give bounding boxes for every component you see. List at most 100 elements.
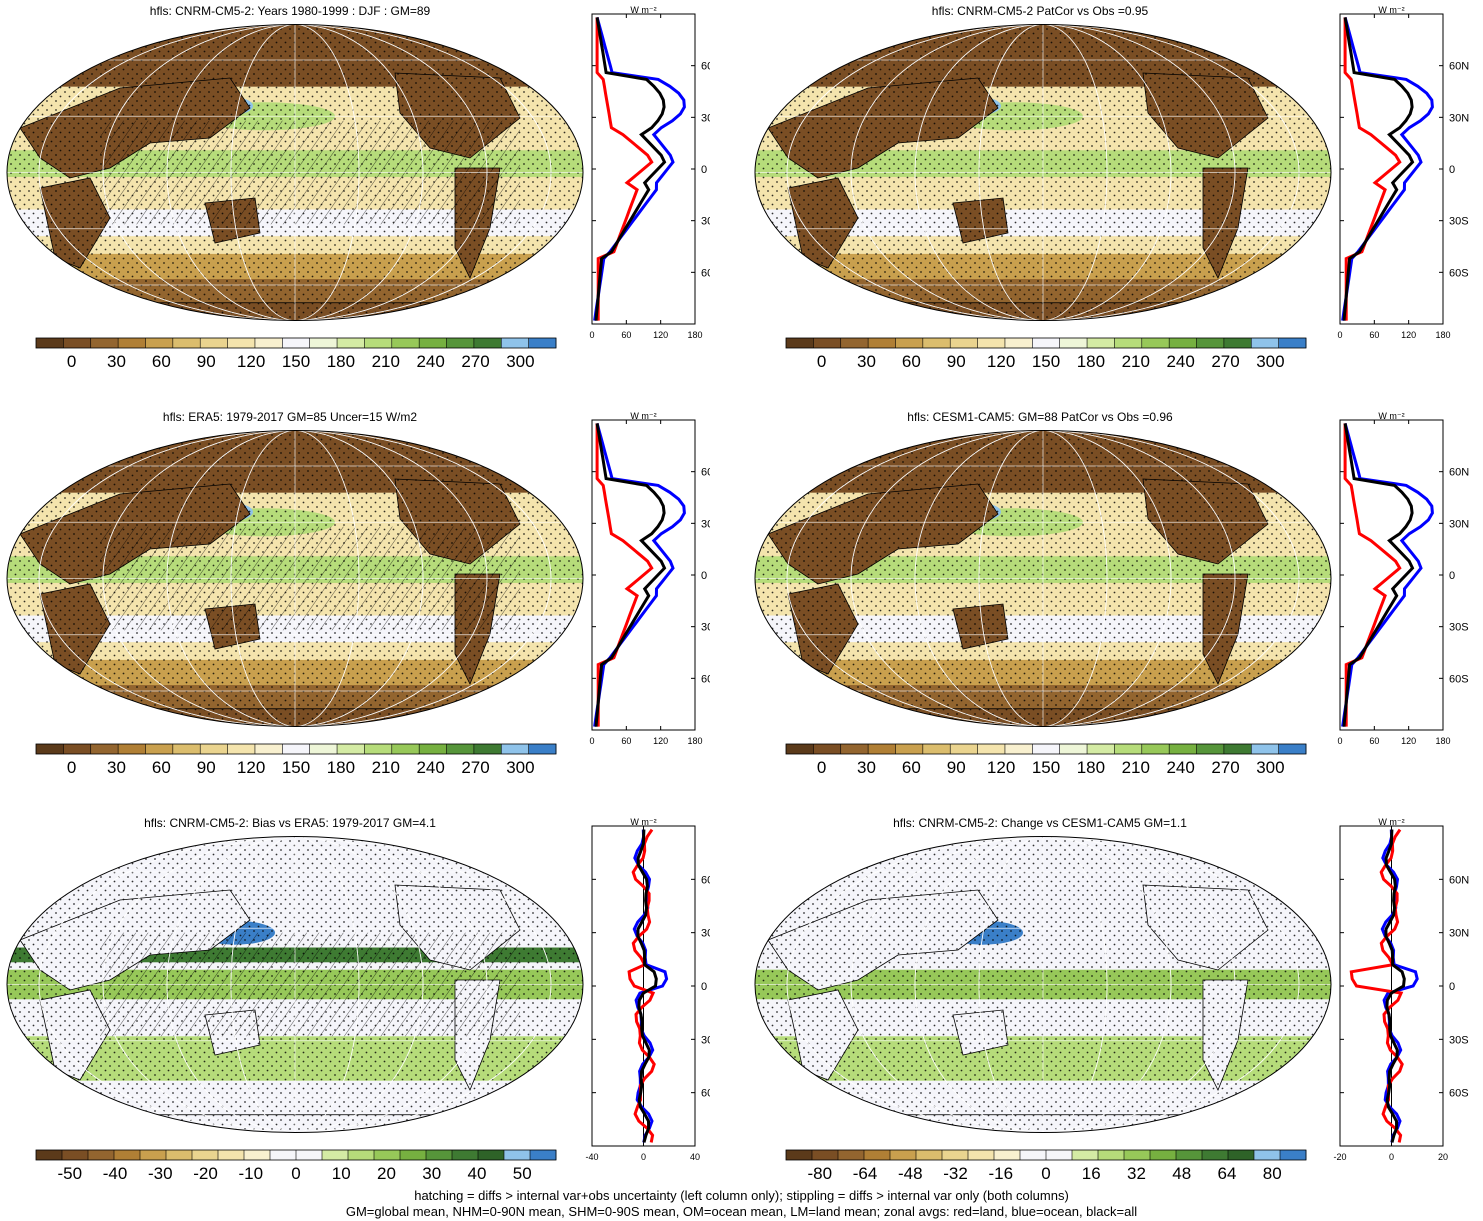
world-map-cesm1	[754, 430, 1332, 727]
zonal-lat-label: 30S	[1449, 1034, 1469, 1046]
colorbar-swatch	[1032, 744, 1061, 754]
colorbar-swatch	[254, 744, 283, 754]
colorbar-label: 240	[1166, 758, 1194, 777]
colorbar-swatch	[62, 1150, 89, 1160]
colorbar-swatch	[977, 338, 1006, 348]
zonal-lat-label: 60N	[701, 467, 710, 479]
colorbar-swatch	[813, 338, 842, 348]
colorbar-label: 10	[332, 1164, 351, 1183]
zonal-x-tick: 120	[653, 330, 668, 340]
colorbar-swatch	[1020, 1150, 1047, 1160]
zonal-x-tick: 60	[621, 736, 631, 746]
colorbar-swatch	[1141, 338, 1170, 348]
colorbar-swatch	[786, 338, 814, 348]
zonal-x-tick: 0	[1337, 736, 1342, 746]
colorbar-label: 270	[1211, 758, 1239, 777]
colorbar-label: 120	[237, 758, 265, 777]
zonal-ocean-line	[1341, 17, 1434, 321]
colorbar-swatch	[473, 744, 502, 754]
colorbar-swatch	[1004, 338, 1033, 348]
colorbar-swatch	[145, 744, 174, 754]
world-map-cnrm-mean	[6, 24, 584, 321]
zonal-lat-label: 30N	[701, 928, 710, 940]
panel-title-5: hfls: CNRM-CM5-2: Bias vs ERA5: 1979-201…	[144, 816, 436, 830]
colorbar-label: 20	[377, 1164, 396, 1183]
colorbar-swatch	[864, 1150, 891, 1160]
colorbar-swatch	[1141, 744, 1170, 754]
colorbar-label: 120	[237, 352, 265, 371]
zonal-lat-label: 60S	[1449, 673, 1469, 685]
zonal-mean-plot-5: W m⁻² 60N 30N 0 30S 60S -40 0 40	[585, 817, 710, 1162]
colorbar-swatch	[1223, 744, 1252, 754]
colorbar-swatch	[348, 1150, 375, 1160]
colorbar-label: -40	[103, 1164, 128, 1183]
colorbar-swatch	[1196, 744, 1225, 754]
colorbar-swatch	[36, 1150, 63, 1160]
colorbar-label: 180	[327, 352, 355, 371]
colorbar-label: 210	[1122, 758, 1150, 777]
colorbar-swatch	[452, 1150, 479, 1160]
colorbar-swatch	[145, 338, 174, 348]
colorbar-label: 150	[282, 352, 310, 371]
colorbar-swatch	[838, 1150, 865, 1160]
zonal-lat-label: 60S	[1449, 267, 1469, 279]
zonal-x-tick: 40	[690, 1152, 700, 1162]
zonal-lat-label: 60N	[1449, 874, 1469, 886]
colorbar-swatch	[254, 338, 283, 348]
colorbar-swatch	[786, 744, 814, 754]
colorbar-swatch	[364, 338, 393, 348]
colorbar-swatch	[478, 1150, 505, 1160]
zonal-x-tick: 0	[641, 1152, 646, 1162]
zonal-x-tick: 0	[1337, 330, 1342, 340]
panel-title-3: hfls: ERA5: 1979-2017 GM=85 Uncer=15 W/m…	[162, 410, 418, 424]
colorbar-swatch	[1254, 1150, 1281, 1160]
zonal-lat-label: 0	[1449, 981, 1455, 993]
colorbar-swatch	[1087, 744, 1115, 754]
colorbar-swatch	[391, 338, 420, 348]
zonal-lat-label: 30S	[701, 1034, 710, 1046]
zonal-x-tick: -40	[585, 1152, 598, 1162]
colorbar-label: 60	[902, 758, 921, 777]
colorbar-swatch	[36, 744, 64, 754]
colorbar-label: 150	[1032, 758, 1060, 777]
zonal-x-tick: 120	[653, 736, 668, 746]
colorbar-label: 30	[422, 1164, 441, 1183]
zonal-lat-label: 30S	[701, 622, 710, 634]
colorbar-swatch	[922, 744, 951, 754]
zonal-x-tick: 180	[1435, 330, 1450, 340]
colorbar-label: 300	[506, 352, 534, 371]
colorbar-swatch	[528, 744, 557, 754]
colorbar-swatch	[1223, 338, 1252, 348]
colorbar-swatch	[994, 1150, 1021, 1160]
colorbar-label: 60	[152, 352, 171, 371]
zonal-unit-label: W m⁻²	[630, 5, 656, 15]
colorbar-label: 0	[817, 352, 826, 371]
colorbar-swatch	[172, 338, 201, 348]
colorbar-mean-1: 0 30 60 90 120 150 180 210 240 270 300	[35, 337, 557, 371]
zonal-x-tick: 0	[589, 330, 594, 340]
zonal-mean-plot-6: W m⁻² 60N 30N 0 30S 60S -20 0 20	[1333, 817, 1469, 1162]
colorbar-swatch	[895, 338, 924, 348]
colorbar-swatch	[473, 338, 502, 348]
colorbar-label: 32	[1127, 1164, 1146, 1183]
colorbar-label: 180	[327, 758, 355, 777]
zonal-x-tick: 60	[621, 330, 631, 340]
panel-title-6: hfls: CNRM-CM5-2: Change vs CESM1-CAM5 G…	[893, 816, 1187, 830]
zonal-x-tick: 120	[1401, 736, 1416, 746]
colorbar-mean-4: 0 30 60 90 120 150 180 210 240 270 300	[785, 743, 1307, 777]
zonal-ocean-line	[1341, 423, 1434, 727]
colorbar-swatch	[1072, 1150, 1099, 1160]
zonal-x-tick: 60	[1369, 330, 1379, 340]
zonal-lat-label: 60N	[701, 874, 710, 886]
colorbar-swatch	[1169, 338, 1198, 348]
zonal-lat-label: 60N	[701, 61, 710, 73]
colorbar-label: 240	[1166, 352, 1194, 371]
colorbar-label: -30	[148, 1164, 173, 1183]
zonal-lat-label: 60S	[701, 673, 710, 685]
colorbar-swatch	[364, 744, 393, 754]
colorbar-label: 16	[1082, 1164, 1101, 1183]
colorbar-swatch	[528, 338, 557, 348]
zonal-mean-plot-4: W m⁻² 60N 30N 0 30S 60S 0 60 120 180	[1337, 411, 1469, 746]
colorbar-swatch	[337, 744, 365, 754]
colorbar-swatch	[840, 338, 869, 348]
